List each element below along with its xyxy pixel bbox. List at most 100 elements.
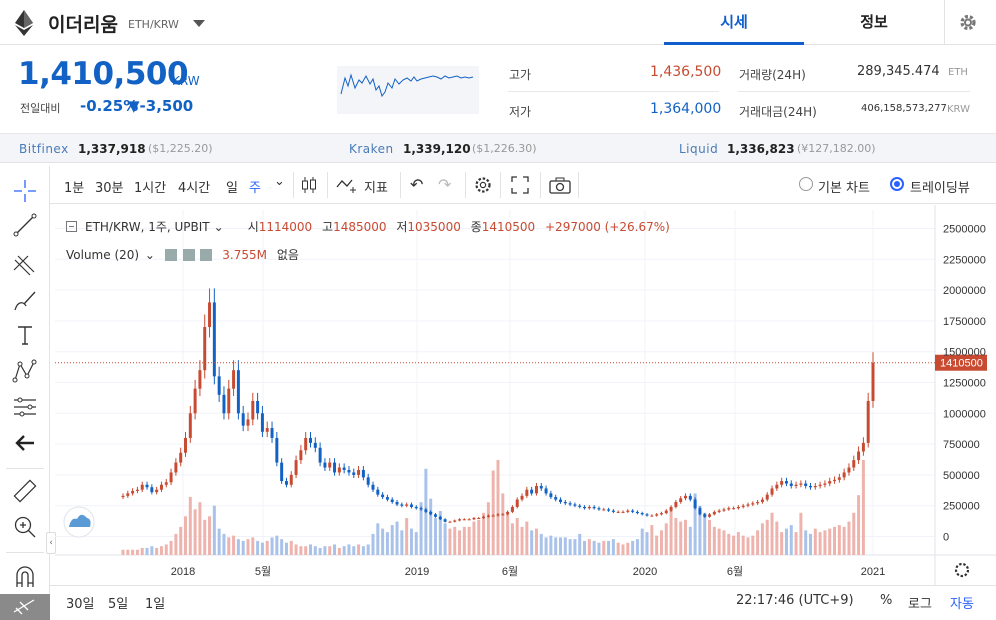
candle-body [328,462,332,468]
chevron-down-icon[interactable]: ⌄ [144,248,155,262]
range-5d[interactable]: 5일 [108,597,129,612]
volume-bar [607,540,611,555]
trend-line-icon[interactable] [10,210,40,240]
text-tool-icon[interactable] [10,320,40,350]
volume-bar [568,539,572,555]
candle-body [539,486,543,489]
divider [508,91,719,92]
indicator-label[interactable]: 지표 [364,181,388,196]
volume-bar [655,535,659,555]
auto-toggle[interactable]: 자동 [950,597,974,612]
volume-bar [361,546,365,555]
gear-icon[interactable] [473,175,493,195]
amount-value: 406,158,573,277 [861,103,947,114]
volume-bar [491,470,495,555]
exchange-bar: Bitfinex 1,337,918 ($1,225.20) Kraken 1,… [0,133,996,163]
volume-bar [847,521,851,555]
exchange-name[interactable]: Liquid [679,142,719,156]
candle-body [727,508,731,510]
volume-bar [693,493,697,555]
interval-4h[interactable]: 4시간 [178,181,211,196]
candle-body [246,419,250,426]
tab-info[interactable]: 정보 [860,13,888,31]
volume-bar [621,544,625,555]
candle-body [443,519,447,522]
divider [400,172,401,198]
low-label: 저가 [509,105,532,119]
gear-icon[interactable] [954,562,970,578]
prediction-icon[interactable] [10,392,40,422]
volume-label[interactable]: Volume (20) [66,248,140,262]
interval-day[interactable]: 일 [226,181,238,196]
volume-bar [684,519,687,555]
volume-bar [270,537,274,555]
volume-bar [650,525,654,555]
interval-30m[interactable]: 30분 [95,181,124,196]
tab-price[interactable]: 시세 [664,0,804,45]
chevron-down-icon[interactable]: ⌄ [274,174,285,189]
volume-bar [145,547,149,555]
collapse-toolbar-button[interactable]: ‹ [46,532,56,554]
arrow-left-icon[interactable] [10,428,40,458]
brush-icon[interactable] [10,286,40,316]
magnet-icon[interactable] [10,562,40,592]
tradingview-label[interactable]: 트레이딩뷰 [910,181,970,196]
price-chart[interactable]: 1410500250000022500002000000175000015000… [55,205,996,585]
crosshair-icon[interactable] [10,176,40,206]
candle-body [607,509,611,511]
symbol-label[interactable]: ETH/KRW, 1주, UPBIT [85,220,210,234]
settings-icon[interactable] [182,249,195,261]
exchange-sub: (¥127,182.00) [797,142,876,155]
undo-icon[interactable]: ↶ [410,175,424,194]
y-tick-label: 1750000 [943,316,986,328]
radio-tradingview[interactable] [890,177,904,191]
collapse-legend-icon[interactable] [66,221,77,232]
hide-drawings-button[interactable] [0,594,50,620]
exchange-name[interactable]: Kraken [349,142,394,156]
redo-icon[interactable]: ↷ [438,175,452,194]
chevron-down-icon[interactable] [193,20,205,27]
percent-toggle[interactable]: % [880,593,893,608]
candle-body [472,518,476,520]
chart-legend: ETH/KRW, 1주, UPBIT ⌄ 시1114000 고1485000 저10… [66,218,670,235]
candle-body [184,437,187,453]
range-30d[interactable]: 30일 [66,597,95,612]
exchange-name[interactable]: Bitfinex [19,142,69,156]
settings-button[interactable] [944,0,990,45]
fullscreen-icon[interactable] [511,176,529,194]
remove-icon[interactable] [200,249,213,261]
zoom-in-icon[interactable] [10,512,40,542]
candle-body [270,428,274,438]
volume-bar [453,526,457,555]
volume-bar [203,519,207,555]
header: 이더리움 ETH/KRW 시세 정보 [0,0,996,45]
ruler-icon[interactable] [10,476,40,506]
interval-1m[interactable]: 1분 [64,181,85,196]
volume-bar [241,540,245,555]
volume-bar [804,530,808,555]
chevron-down-icon[interactable]: ⌄ [213,220,224,234]
clock-time[interactable]: 22:17:46 (UTC+9) [736,593,854,608]
volume-bar [289,540,293,555]
candle-body [578,505,582,507]
volume-bar [284,542,288,555]
radio-basic-chart[interactable] [799,177,813,191]
interval-1h[interactable]: 1시간 [134,181,167,196]
candle-body [203,327,207,371]
camera-icon[interactable] [549,177,571,194]
candle-body [659,513,663,515]
candle-body [424,509,428,512]
indicator-icon[interactable] [336,177,358,193]
volume-bar [530,530,534,555]
candle-style-icon[interactable] [300,175,318,195]
fib-tool-icon[interactable] [10,250,40,280]
candle-body [376,489,380,495]
range-1d[interactable]: 1일 [145,597,166,612]
chart-toolbar: 1분 30분 1시간 4시간 일 주 ⌄ 지표 ↶ ↷ [50,166,996,204]
eye-icon[interactable] [164,249,177,261]
candle-body [833,479,837,482]
log-toggle[interactable]: 로그 [908,597,932,612]
interval-week[interactable]: 주 [249,181,261,196]
pattern-icon[interactable] [10,356,40,386]
basic-chart-label[interactable]: 기본 차트 [818,181,870,196]
